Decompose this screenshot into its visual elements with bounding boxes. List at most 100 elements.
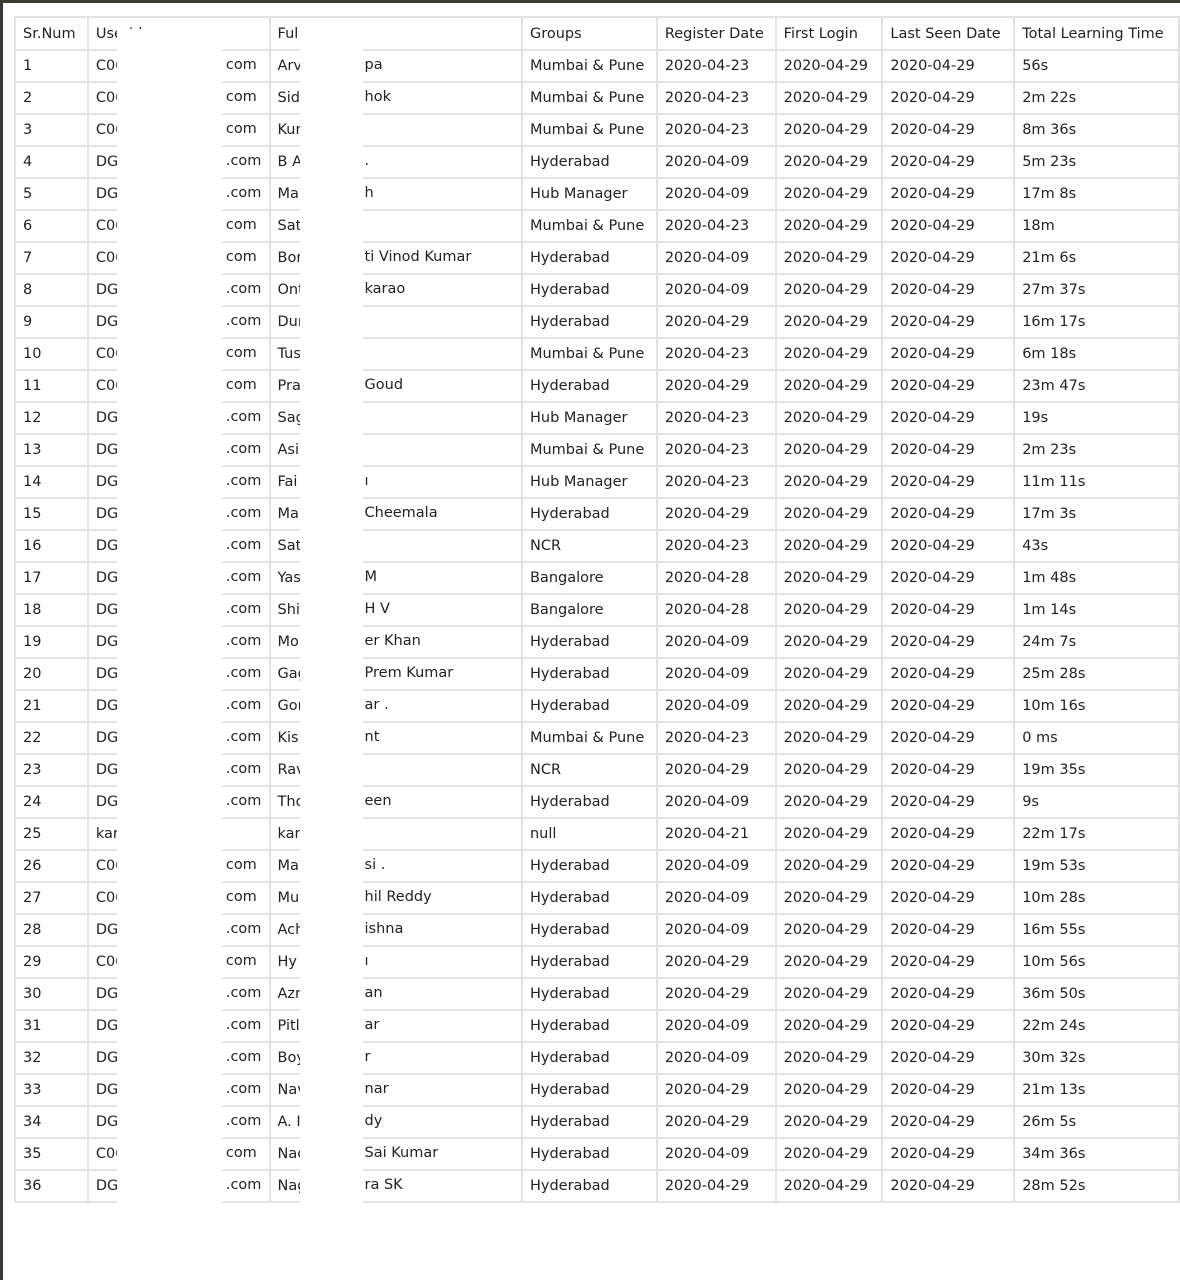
userid-visible-start: DG [95, 1178, 119, 1194]
header-groups[interactable]: Groups [520, 16, 658, 51]
cell-groups: Hub Manager [520, 401, 658, 435]
cell-groups: Mumbai & Pune [520, 81, 658, 115]
cell-srnum: 26 [14, 849, 89, 883]
header-first-login[interactable]: First Login [774, 16, 884, 51]
cell-register-date: 2020-04-21 [655, 817, 777, 851]
cell-groups: Hub Manager [520, 465, 658, 499]
fullname-visible-end: ishna [364, 921, 404, 937]
cell-srnum: 36 [14, 1169, 89, 1203]
cell-total-learning-time: 28m 52s [1013, 1169, 1180, 1203]
cell-total-learning-time: 2m 22s [1013, 81, 1180, 115]
cell-register-date: 2020-04-23 [655, 721, 777, 755]
cell-srnum: 21 [14, 689, 89, 723]
cell-total-learning-time: 0 ms [1013, 721, 1180, 755]
cell-last-seen-date: 2020-04-29 [881, 625, 1016, 659]
cell-groups: Hyderabad [520, 369, 658, 403]
table-row: 13 DG .com Asi Mumbai & Pune 2020-04-23 2020-0… [14, 433, 1180, 467]
cell-last-seen-date: 2020-04-29 [881, 1169, 1016, 1203]
cell-first-login: 2020-04-29 [774, 209, 884, 243]
cell-srnum: 10 [14, 337, 89, 371]
cell-total-learning-time: 5m 23s [1013, 145, 1180, 179]
cell-register-date: 2020-04-29 [655, 753, 777, 787]
cell-total-learning-time: 10m 28s [1013, 881, 1180, 915]
cell-groups: Hyderabad [520, 657, 658, 691]
cell-last-seen-date: 2020-04-29 [881, 593, 1016, 627]
fullname-visible-start: Nag [277, 1178, 307, 1194]
userid-visible-start: DG [95, 698, 119, 714]
fullname-visible-start: Sat [277, 538, 302, 554]
userid-visible-end: com [225, 121, 257, 137]
cell-srnum: 1 [14, 49, 89, 83]
cell-total-learning-time: 10m 16s [1013, 689, 1180, 723]
userid-visible-end: .com [225, 729, 262, 745]
cell-first-login: 2020-04-29 [774, 625, 884, 659]
cell-groups: Hyderabad [520, 1105, 658, 1139]
cell-last-seen-date: 2020-04-29 [881, 401, 1016, 435]
cell-first-login: 2020-04-29 [774, 145, 884, 179]
header-total-learning-time[interactable]: Total Learning Time [1013, 16, 1180, 51]
redaction-box-fullname [300, 29, 363, 1280]
cell-srnum: 6 [14, 209, 89, 243]
userid-visible-end: .com [225, 761, 262, 777]
cell-total-learning-time: 1m 48s [1013, 561, 1180, 595]
cell-first-login: 2020-04-29 [774, 945, 884, 979]
fullname-visible-end: pa [364, 57, 383, 73]
cell-groups: Hyderabad [520, 497, 658, 531]
cell-srnum: 34 [14, 1105, 89, 1139]
cell-srnum: 2 [14, 81, 89, 115]
cell-srnum: 18 [14, 593, 89, 627]
cell-groups: Hyderabad [520, 881, 658, 915]
header-srnum[interactable]: Sr.Num [14, 16, 89, 51]
cell-first-login: 2020-04-29 [774, 81, 884, 115]
cell-register-date: 2020-04-29 [655, 1105, 777, 1139]
userid-visible-start: DG [95, 442, 119, 458]
cell-first-login: 2020-04-29 [774, 497, 884, 531]
cell-total-learning-time: 19m 53s [1013, 849, 1180, 883]
userid-visible-start: DG [95, 314, 119, 330]
cell-register-date: 2020-04-29 [655, 945, 777, 979]
fullname-visible-end: ı [364, 953, 369, 969]
cell-last-seen-date: 2020-04-29 [881, 1041, 1016, 1075]
fullname-visible-start: Azr [277, 986, 302, 1002]
cell-groups: Mumbai & Pune [520, 49, 658, 83]
cell-first-login: 2020-04-29 [774, 177, 884, 211]
userid-visible-end: .com [225, 985, 262, 1001]
userid-visible-end: com [225, 217, 257, 233]
cell-srnum: 16 [14, 529, 89, 563]
cell-last-seen-date: 2020-04-29 [881, 657, 1016, 691]
table-row: 1 C00 com Arv pa Mumbai & Pune 2020-04-23 2020-… [14, 49, 1180, 83]
fullname-visible-start: Hy [277, 954, 297, 970]
cell-register-date: 2020-04-09 [655, 849, 777, 883]
cell-first-login: 2020-04-29 [774, 689, 884, 723]
fullname-visible-end: hil Reddy [364, 889, 432, 905]
cell-last-seen-date: 2020-04-29 [881, 753, 1016, 787]
fullname-visible-start: Mu [277, 890, 300, 906]
userid-visible-start: DG [95, 666, 119, 682]
cell-last-seen-date: 2020-04-29 [881, 49, 1016, 83]
header-last-seen-date[interactable]: Last Seen Date [881, 16, 1016, 51]
fullname-visible-start: Yas [277, 570, 301, 586]
userid-visible-start: DG [95, 986, 119, 1002]
cell-register-date: 2020-04-23 [655, 433, 777, 467]
cell-total-learning-time: 17m 3s [1013, 497, 1180, 531]
cell-total-learning-time: 19s [1013, 401, 1180, 435]
userid-visible-end: .com [225, 505, 262, 521]
cell-last-seen-date: 2020-04-29 [881, 369, 1016, 403]
cell-srnum: 33 [14, 1073, 89, 1107]
header-register-date[interactable]: Register Date [655, 16, 777, 51]
userid-visible-start: DG [95, 506, 119, 522]
cell-srnum: 19 [14, 625, 89, 659]
cell-groups: Mumbai & Pune [520, 337, 658, 371]
cell-last-seen-date: 2020-04-29 [881, 113, 1016, 147]
cell-groups: Hyderabad [520, 145, 658, 179]
cell-register-date: 2020-04-23 [655, 49, 777, 83]
cell-register-date: 2020-04-23 [655, 209, 777, 243]
cell-first-login: 2020-04-29 [774, 337, 884, 371]
fullname-visible-end: Prem Kumar [364, 665, 454, 681]
cell-srnum: 27 [14, 881, 89, 915]
userid-visible-end: .com [225, 153, 262, 169]
cell-groups: Hyderabad [520, 1009, 658, 1043]
report-sheet: Sr.NumUserIdFulGroupsRegister DateFirst … [3, 3, 1180, 1280]
fullname-visible-start: Mo [277, 634, 299, 650]
fullname-visible-end: . [364, 153, 370, 169]
